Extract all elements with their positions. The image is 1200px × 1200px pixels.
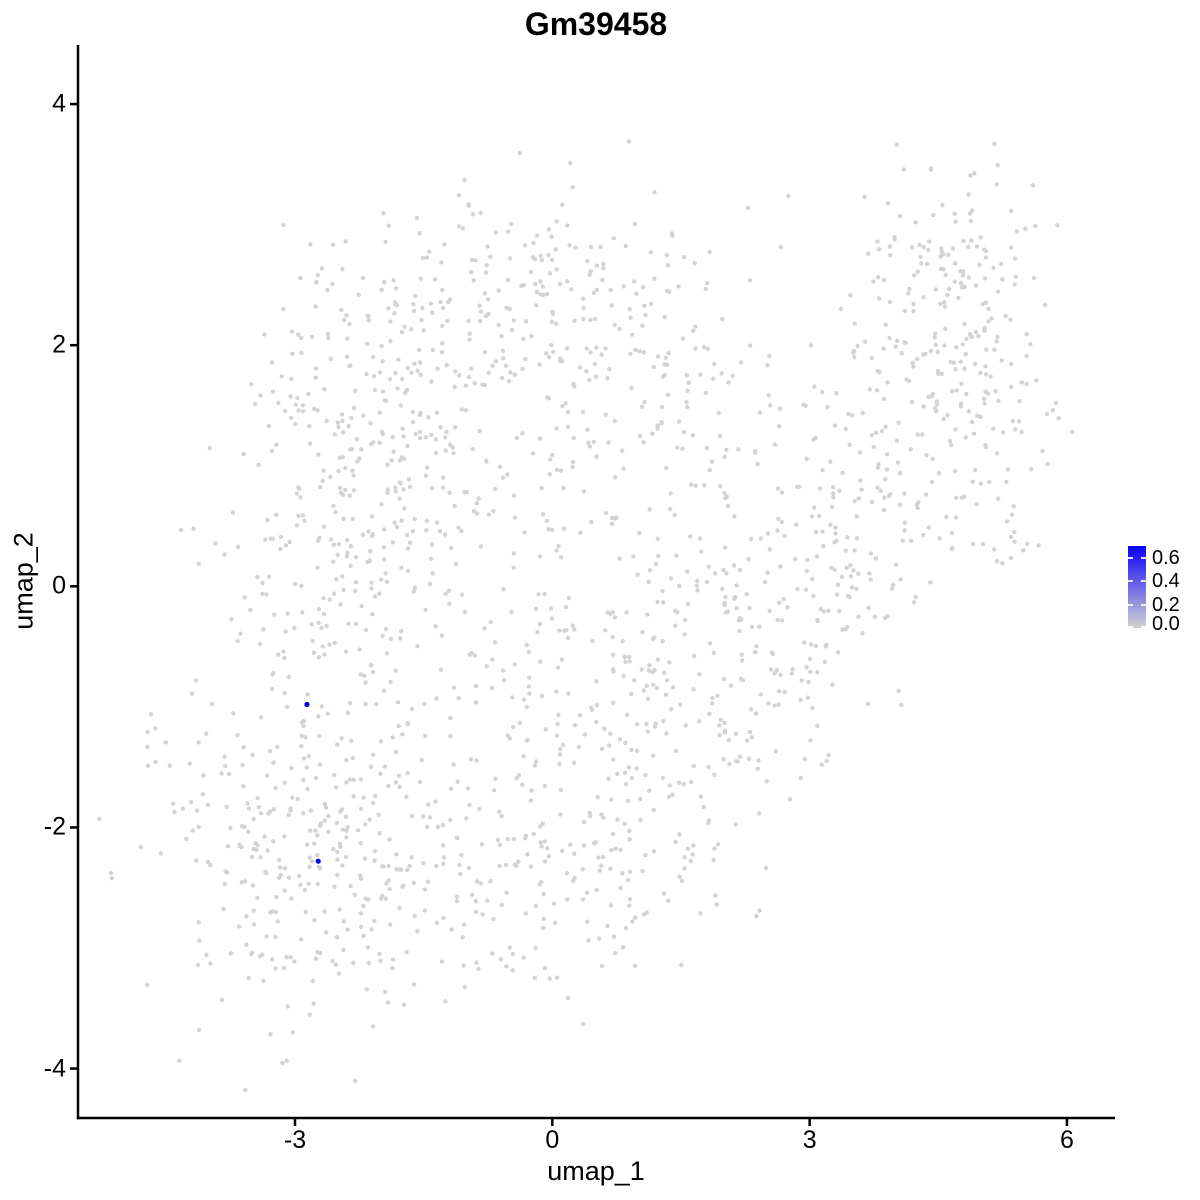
colorbar-tick-mark xyxy=(1128,580,1133,583)
colorbar-tick-mark xyxy=(1141,603,1146,606)
y-tick-label: -2 xyxy=(43,812,66,841)
expression-colorbar xyxy=(1128,546,1146,628)
expressing-cell-point xyxy=(304,701,310,708)
colorbar-tick-mark xyxy=(1128,556,1133,559)
colorbar-tick-mark xyxy=(1128,603,1133,606)
background-cells-layer xyxy=(97,139,1075,1093)
x-tick-label: 6 xyxy=(1060,1126,1074,1154)
x-tick-label: 3 xyxy=(802,1126,817,1154)
colorbar-tick-mark xyxy=(1141,580,1146,583)
colorbar-tick-mark xyxy=(1141,556,1146,559)
x-axis-title: umap_1 xyxy=(547,1156,645,1186)
colorbar-tick-label: 0.6 xyxy=(1152,546,1180,569)
y-tick-label: 0 xyxy=(52,571,66,600)
y-axis-title: umap_2 xyxy=(8,532,39,630)
plot-title: Gm39458 xyxy=(524,6,668,42)
x-tick-label: 0 xyxy=(545,1126,560,1154)
expressing-cells-layer xyxy=(304,701,321,864)
colorbar-tick-mark xyxy=(1141,626,1146,628)
x-tick-label: -3 xyxy=(283,1126,307,1154)
colorbar-tick-label: 0.2 xyxy=(1152,593,1180,616)
y-tick-label: 2 xyxy=(52,330,66,359)
expressing-cell-point xyxy=(315,858,321,864)
y-tick-label: -4 xyxy=(43,1054,66,1083)
colorbar-tick-label: 0.4 xyxy=(1152,570,1180,593)
colorbar-tick-mark xyxy=(1128,626,1133,628)
colorbar-tick-label: 0.0 xyxy=(1152,613,1180,635)
y-tick-label: 4 xyxy=(52,89,66,118)
